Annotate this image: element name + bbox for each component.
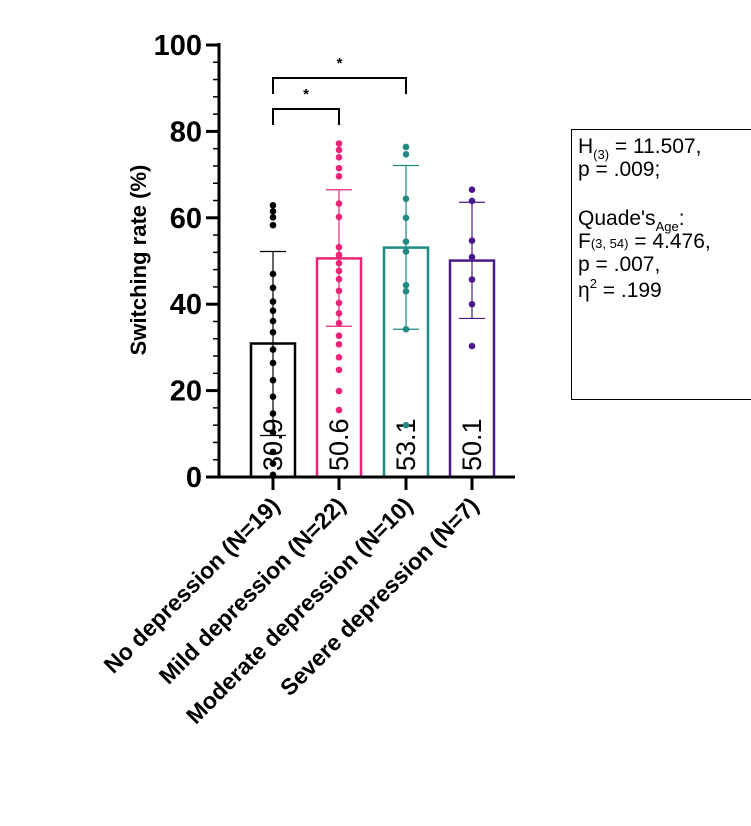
data-point [335, 332, 343, 340]
bars-group: 30.9 50.6 53.1 50.1 [249, 164, 496, 479]
h-df: (3) [593, 147, 610, 162]
significance-label: * [303, 86, 309, 103]
h-symbol: H [578, 135, 594, 158]
data-point [468, 300, 476, 308]
data-point [269, 429, 277, 436]
data-point [335, 251, 343, 259]
y-tick-label: 80 [170, 116, 202, 148]
data-point [468, 186, 476, 194]
data-point [335, 243, 343, 251]
data-point [402, 248, 410, 255]
f-df: (3, 54) [590, 236, 629, 251]
data-point [468, 197, 476, 205]
data-point [402, 238, 410, 245]
data-point [269, 317, 277, 325]
data-point [335, 213, 343, 221]
eta-line: η2 = .199 [578, 276, 751, 302]
quade-label: Quade's [578, 207, 656, 230]
data-point [468, 342, 476, 350]
data-point [269, 307, 277, 314]
data-point [269, 328, 277, 336]
quade-subscript: Age [655, 219, 679, 234]
data-point [269, 460, 277, 467]
data-point [335, 366, 343, 374]
data-point [335, 299, 343, 307]
h-statistic-line: H(3) = 11.507, [578, 135, 751, 162]
data-point [468, 237, 476, 244]
data-point [335, 387, 343, 395]
y-axis: 0 20 40 60 80 100 [154, 30, 221, 494]
data-point [402, 287, 410, 295]
data-point [269, 214, 277, 221]
significance-bracket [272, 77, 407, 94]
data-point [335, 309, 343, 317]
data-point [269, 448, 277, 456]
f-symbol: F [578, 230, 591, 253]
data-point [402, 143, 410, 151]
data-point [468, 253, 476, 261]
data-point [269, 393, 277, 400]
data-point [402, 214, 410, 222]
data-point [335, 287, 343, 295]
data-point [269, 284, 277, 292]
y-tick-label: 60 [170, 203, 202, 235]
quade-colon: : [678, 207, 685, 230]
data-point [269, 298, 277, 305]
data-point [402, 421, 410, 429]
h-value: = 11.507, [609, 135, 702, 158]
data-point [335, 267, 343, 275]
y-axis-label: Switching rate (%) [126, 165, 151, 356]
points-group [269, 140, 476, 479]
data-point [269, 201, 277, 209]
statistics-annotation: H(3) = 11.507, p = .009; Quade'sAge: F(3… [571, 129, 751, 400]
y-tick-label: 40 [170, 289, 202, 321]
significance-label: * [337, 55, 343, 72]
data-point [269, 221, 277, 229]
significance-group: ** [272, 55, 407, 125]
x-axis: No depression (N=19)Mild depression (N=2… [99, 475, 515, 729]
quade-line: Quade'sAge: [578, 207, 751, 234]
data-point [335, 406, 343, 414]
y-tick-label: 0 [186, 462, 202, 494]
data-point [402, 150, 410, 158]
data-point [269, 410, 277, 417]
f-statistic-line: F(3, 54) = 4.476, [578, 231, 751, 254]
data-point [335, 140, 343, 147]
bar-value-label: 50.1 [457, 418, 487, 471]
data-point [335, 146, 343, 154]
bar-value-label: 50.6 [324, 418, 354, 471]
eta-symbol: η [578, 279, 590, 302]
data-point [269, 208, 277, 215]
data-point [335, 173, 343, 180]
data-point [335, 319, 343, 327]
eta-superscript: 2 [589, 276, 597, 291]
data-point [335, 275, 343, 283]
data-point [335, 354, 343, 361]
eta-value: = .199 [596, 279, 662, 302]
data-point [468, 276, 476, 283]
p-value-1: p = .009; [578, 158, 661, 181]
data-point [269, 270, 277, 278]
data-point [335, 259, 343, 267]
data-point [402, 195, 410, 203]
data-point [402, 325, 410, 333]
p-value-2: p = .007, [578, 253, 661, 276]
data-point [335, 200, 343, 207]
data-point [269, 346, 277, 353]
data-point [402, 281, 410, 289]
y-tick-label: 20 [170, 376, 202, 408]
data-point [269, 376, 277, 384]
y-tick-label: 100 [154, 30, 202, 62]
data-point [269, 359, 277, 367]
significance-bracket [272, 108, 340, 125]
f-value: = 4.476, [628, 230, 711, 253]
data-point [335, 341, 343, 348]
data-point [335, 164, 343, 172]
data-point [335, 154, 343, 161]
